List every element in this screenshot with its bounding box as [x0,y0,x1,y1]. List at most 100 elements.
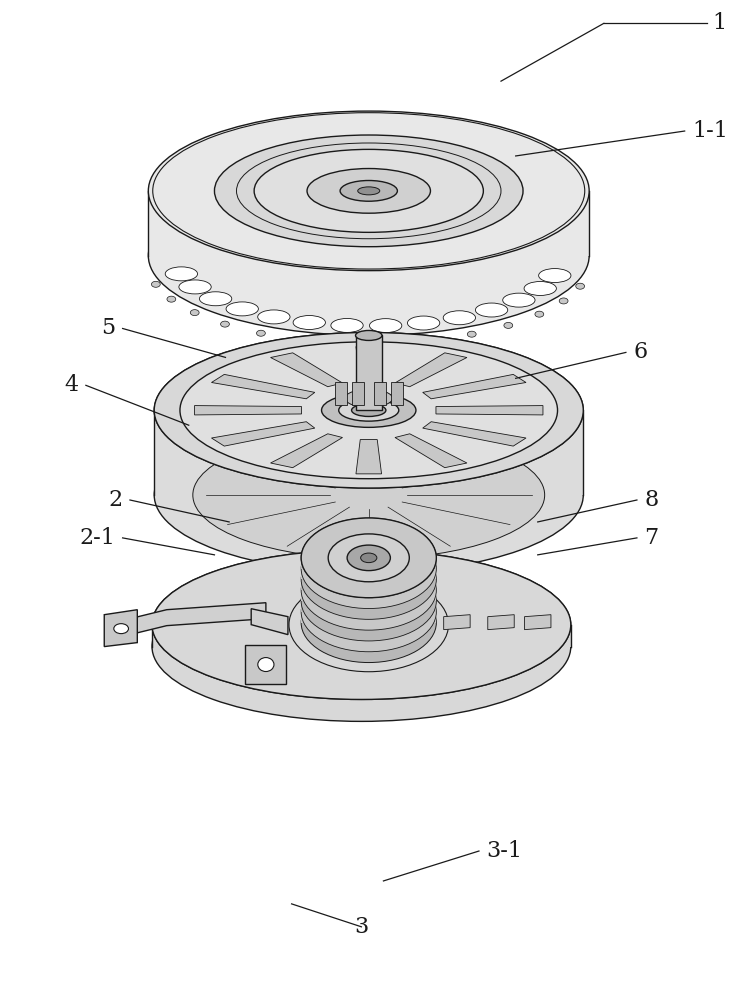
Text: 2-1: 2-1 [79,527,115,549]
Ellipse shape [179,280,211,294]
Text: 1-1: 1-1 [692,120,728,142]
Ellipse shape [302,518,436,598]
Ellipse shape [293,316,325,329]
Ellipse shape [338,399,399,421]
Ellipse shape [149,176,589,335]
Ellipse shape [407,316,440,330]
Ellipse shape [475,303,508,317]
Ellipse shape [328,534,409,582]
Ellipse shape [256,330,265,336]
Polygon shape [355,335,382,410]
Ellipse shape [258,310,290,324]
Polygon shape [395,434,467,468]
Polygon shape [270,434,342,468]
Polygon shape [302,569,436,579]
Ellipse shape [539,269,571,283]
Text: 2: 2 [109,489,123,511]
Polygon shape [436,406,543,415]
Ellipse shape [220,321,229,327]
Ellipse shape [340,340,349,346]
Ellipse shape [167,296,176,302]
Text: 1: 1 [712,12,726,34]
Ellipse shape [151,281,160,287]
Polygon shape [154,410,583,495]
Polygon shape [149,191,589,256]
Polygon shape [352,382,364,405]
Ellipse shape [114,624,129,634]
Ellipse shape [200,292,232,306]
Ellipse shape [524,282,556,295]
Ellipse shape [302,572,436,652]
Ellipse shape [154,332,583,488]
Ellipse shape [226,302,259,316]
Ellipse shape [302,540,436,619]
Ellipse shape [193,431,545,559]
Ellipse shape [302,529,436,609]
Ellipse shape [559,298,568,304]
Polygon shape [525,615,551,630]
Polygon shape [270,353,342,387]
Ellipse shape [191,310,199,316]
Ellipse shape [302,550,436,630]
Ellipse shape [321,393,416,427]
Ellipse shape [535,311,544,317]
Polygon shape [423,422,526,446]
Text: 7: 7 [644,527,658,549]
Ellipse shape [254,149,483,232]
Ellipse shape [443,311,475,325]
Ellipse shape [180,342,557,479]
Ellipse shape [352,404,386,416]
Polygon shape [488,615,514,630]
Ellipse shape [154,417,583,573]
Text: 3-1: 3-1 [486,840,522,862]
Ellipse shape [214,135,523,247]
Ellipse shape [426,337,435,343]
Polygon shape [194,406,302,415]
Ellipse shape [302,561,436,641]
Text: 3: 3 [354,916,369,938]
Ellipse shape [258,658,274,672]
Ellipse shape [307,169,430,213]
Text: 4: 4 [64,374,78,396]
Ellipse shape [152,572,571,721]
Polygon shape [335,382,347,405]
Ellipse shape [355,330,382,340]
Polygon shape [356,347,381,381]
Polygon shape [302,558,436,569]
Polygon shape [356,440,381,474]
Polygon shape [211,374,315,399]
Ellipse shape [149,111,589,271]
Polygon shape [302,590,436,601]
Ellipse shape [345,389,392,407]
Ellipse shape [152,550,571,699]
Polygon shape [152,625,571,647]
Ellipse shape [347,545,390,571]
Text: 8: 8 [644,489,658,511]
Ellipse shape [370,319,402,333]
Ellipse shape [467,331,476,337]
Polygon shape [302,579,436,590]
Polygon shape [302,612,436,623]
Ellipse shape [358,187,380,195]
Ellipse shape [503,293,535,307]
Ellipse shape [576,283,585,289]
Polygon shape [251,609,288,635]
Ellipse shape [166,267,197,281]
Polygon shape [104,610,137,647]
Polygon shape [395,353,467,387]
Ellipse shape [152,550,571,699]
Polygon shape [302,601,436,612]
Polygon shape [443,615,470,630]
Polygon shape [245,645,287,684]
Text: 6: 6 [633,341,647,363]
Ellipse shape [154,332,583,488]
Polygon shape [391,382,403,405]
Ellipse shape [384,340,392,346]
Ellipse shape [302,518,436,598]
Text: 5: 5 [101,317,115,339]
Ellipse shape [297,337,305,343]
Ellipse shape [331,318,363,332]
Polygon shape [130,603,266,635]
Ellipse shape [361,553,377,563]
Ellipse shape [504,322,513,328]
